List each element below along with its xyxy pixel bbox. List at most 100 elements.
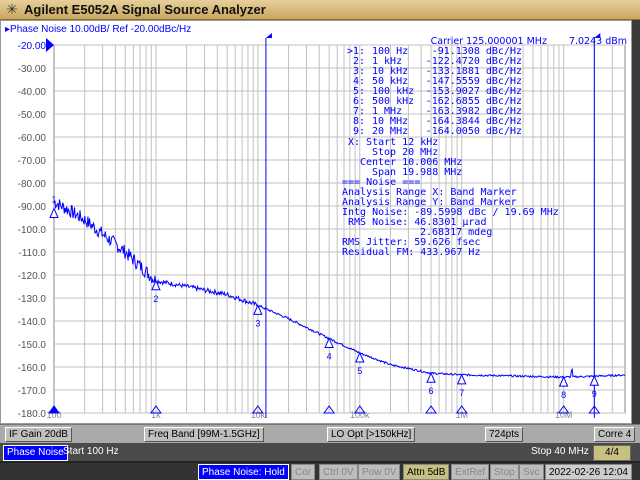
marker-7-label: 7 xyxy=(459,388,464,398)
y-tick-label: -80.00 xyxy=(18,179,47,190)
rms-noise: RMS Noise: 46.8301 µrad xyxy=(348,217,486,228)
marker-position-icon xyxy=(588,405,601,414)
marker-value: -133.1881 dBc/Hz xyxy=(426,66,522,77)
marker-position-icon xyxy=(251,405,264,414)
freq-band-button[interactable]: Freq Band [99M-1.5GHz] xyxy=(144,427,264,442)
correlation-button[interactable]: Corre 4 xyxy=(594,427,636,442)
channel-bar: Phase Noise Start 100 Hz Stop 40 MHz 4/4 xyxy=(0,443,640,461)
right-frame xyxy=(632,20,640,424)
y-tick-label: -140.0 xyxy=(18,317,47,328)
marker-9-icon xyxy=(589,374,600,386)
marker-6-label: 6 xyxy=(429,386,434,396)
x-tick-label: 100 xyxy=(46,410,61,420)
title-bar: ✳ Agilent E5052A Signal Source Analyzer xyxy=(0,0,640,20)
y-tick-label: -170.0 xyxy=(18,386,47,397)
lo-opt-button[interactable]: LO Opt [>150kHz] xyxy=(327,427,416,442)
trace-label[interactable]: ▸Phase Noise 10.00dB/ Ref -20.00dBc/Hz xyxy=(5,24,192,35)
marker-position-icon xyxy=(149,405,162,414)
marker-table: >1: 100 Hz -91.1308 dBc/Hz 2: 1 kHz -122.4720… xyxy=(347,46,522,137)
y-tick-label: -120.0 xyxy=(18,271,47,282)
trace-scale: Phase Noise 10.00dB/ Ref -20.00dBc/Hz xyxy=(10,24,192,35)
grid xyxy=(53,44,626,414)
y-tick-label: -20.00 xyxy=(18,41,47,52)
y-tick-label: -180.0 xyxy=(18,409,47,420)
analysis-range-y: Analysis Range Y: Band Marker xyxy=(342,197,517,208)
band-marker-lines xyxy=(265,33,601,418)
status-bar: Phase Noise: Hold Cor Ctrl 0V Pow 0V Att… xyxy=(0,461,640,480)
phase-noise-chart: -20.00 -30.00 -40.00 -50.00 -60.00 -70.00 -80.… xyxy=(18,33,627,420)
window-title: Agilent E5052A Signal Source Analyzer xyxy=(24,2,266,17)
analysis-range-x: Analysis Range X: Band Marker xyxy=(342,187,517,198)
carrier-frequency: Carrier 125.000001 MHz xyxy=(431,36,547,47)
marker-value: -162.6855 dBc/Hz xyxy=(426,96,522,107)
mode-status: Phase Noise: Hold xyxy=(198,464,289,480)
marker-value: -163.3982 dBc/Hz xyxy=(426,106,522,117)
marker-position-icon xyxy=(557,405,570,414)
y-tick-label: -70.00 xyxy=(18,156,47,167)
band-center: Center 10.006 MHz xyxy=(360,157,462,168)
if-gain-button[interactable]: IF Gain 20dB xyxy=(5,427,72,442)
marker-value: -164.3844 dBc/Hz xyxy=(426,116,522,127)
marker-5-icon xyxy=(355,351,365,363)
x-tick-labels: 100 1k 10k 100k 1M 10M xyxy=(46,410,572,420)
marker-frequency: 100 Hz xyxy=(372,46,408,57)
extref-status: ExtRef xyxy=(451,464,490,480)
marker-id: 4: xyxy=(353,76,365,87)
pow-status: Pow 0V xyxy=(358,464,401,480)
band-stop: Stop 20 MHz xyxy=(372,147,438,158)
marker-3-icon xyxy=(253,304,263,315)
marker-id: 7: xyxy=(353,106,365,117)
trace-line xyxy=(53,199,626,379)
marker-position-icon xyxy=(425,405,437,414)
integrated-noise: Intg Noise: -89.5998 dBc / 19.69 MHz xyxy=(342,207,559,218)
marker-frequency: 10 MHz xyxy=(372,116,408,127)
marker-id: 8: xyxy=(353,116,365,127)
marker-value: -147.5559 dBc/Hz xyxy=(426,76,522,87)
marker-frequency: 50 kHz xyxy=(372,76,408,87)
marker-id: 2: xyxy=(353,56,365,67)
marker-frequency: 20 MHz xyxy=(372,126,408,137)
y-tick-label: -160.0 xyxy=(18,363,47,374)
stop-frequency[interactable]: Stop 40 MHz xyxy=(531,446,589,457)
marker-frequency: 1 kHz xyxy=(372,56,402,67)
marker-8-label: 8 xyxy=(561,390,566,400)
band-span: Span 19.988 MHz xyxy=(372,167,462,178)
marker-id: 9: xyxy=(353,126,365,137)
marker-id: 6: xyxy=(353,96,365,107)
marker-id: 3: xyxy=(353,66,365,77)
x-tick-label: 1k xyxy=(151,410,161,420)
x-tick-label: 10M xyxy=(555,410,573,420)
start-frequency[interactable]: Start 100 Hz xyxy=(63,446,119,457)
cor-status: Cor xyxy=(291,464,316,480)
y-tick-label: -50.00 xyxy=(18,110,47,121)
x-tick-label: 10k xyxy=(251,410,266,420)
y-tick-labels: -20.00 -30.00 -40.00 -50.00 -60.00 -70.00 -80.… xyxy=(18,38,54,420)
marker-9-label: 9 xyxy=(592,389,597,399)
residual-fm: Residual FM: 433.967 Hz xyxy=(342,247,480,258)
y-tick-label: -100.0 xyxy=(18,225,47,236)
analysis-info: X: Start 12 kHz Stop 20 MHz Center 10.00… xyxy=(342,137,559,258)
measurement-label[interactable]: Phase Noise xyxy=(3,445,68,461)
points-button[interactable]: 724pts xyxy=(485,427,524,442)
reference-level-icon xyxy=(46,38,54,52)
trace-panel[interactable]: ▸Phase Noise 10.00dB/ Ref -20.00dBc/Hz xyxy=(0,20,632,424)
y-tick-label: -150.0 xyxy=(18,340,47,351)
datetime: 2022-02-26 12:04 xyxy=(545,464,632,480)
marker-frequency: 10 kHz xyxy=(372,66,408,77)
marker-frequency: 500 kHz xyxy=(372,96,414,107)
marker-7-icon xyxy=(456,373,467,385)
x-tick-label: 1M xyxy=(455,410,468,420)
marker-symbols: 1 2 3 4 5 6 7 8 9 xyxy=(48,195,601,414)
marker-id: >1: xyxy=(347,46,365,57)
marker-2-label: 2 xyxy=(153,294,158,304)
y-tick-label: -130.0 xyxy=(18,294,47,305)
marker-position-icon xyxy=(48,405,60,414)
page-indicator[interactable]: 4/4 xyxy=(593,445,631,461)
marker-3-label: 3 xyxy=(255,318,260,328)
x-tick-label: 100k xyxy=(350,410,370,420)
marker-value: -153.9027 dBc/Hz xyxy=(426,86,522,97)
marker-5-label: 5 xyxy=(357,366,362,376)
ctrl-status: Ctrl 0V xyxy=(319,464,358,480)
marker-1-label: 1 xyxy=(51,195,56,205)
y-tick-label: -60.00 xyxy=(18,133,47,144)
